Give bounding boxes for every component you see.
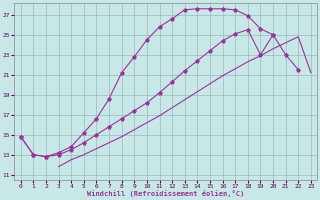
X-axis label: Windchill (Refroidissement éolien,°C): Windchill (Refroidissement éolien,°C) (87, 190, 244, 197)
